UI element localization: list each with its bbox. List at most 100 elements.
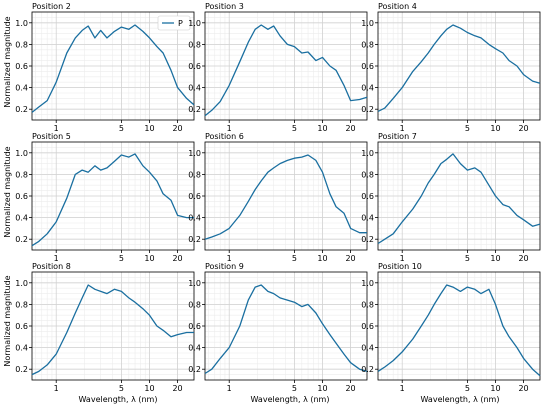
x-tick-label: 5 [465, 254, 470, 263]
y-tick-label: 1.0 [361, 19, 374, 28]
x-tick-label: 5 [465, 384, 470, 393]
y-tick-label: 1.0 [15, 19, 28, 28]
x-tick-label: 10 [144, 384, 154, 393]
y-tick-label: 0.4 [188, 84, 201, 93]
y-tick-label: 0.8 [361, 300, 374, 309]
series-line [377, 24, 541, 112]
x-tick-label: 5 [292, 254, 297, 263]
panel-title: Position 3 [205, 2, 244, 11]
x-tick-label: 5 [119, 254, 124, 263]
y-tick-label: 0.4 [15, 84, 28, 93]
panel-title: Position 10 [378, 262, 422, 271]
panel-title: Position 9 [205, 262, 244, 271]
y-axis-label-row-2: Normalized magnitude [3, 146, 12, 237]
x-tick-label: 5 [292, 384, 297, 393]
series-line [31, 24, 195, 113]
x-tick-label: 20 [172, 124, 182, 133]
x-tick-label: 20 [518, 124, 528, 133]
x-tick-label: 10 [490, 124, 500, 133]
panel: 1 5 10 20 0.2 0.4 0.6 0.8 1.0 Position 6 [188, 132, 368, 263]
x-tick-label: 1 [54, 254, 59, 263]
x-tick-label: 1 [227, 384, 232, 393]
x-axis-label-col-1: Wavelength, λ (nm) [79, 395, 158, 404]
y-tick-label: 0.2 [15, 235, 28, 244]
y-tick-label: 0.2 [15, 105, 28, 114]
panel: 1 5 10 20 0.2 0.4 0.6 0.8 1.0 Position 8 [15, 262, 195, 393]
y-tick-label: 0.4 [361, 84, 374, 93]
y-tick-label: 1.0 [188, 149, 201, 158]
panel: 1 5 10 20 0.2 0.4 0.6 0.8 1.0 Position 5 [15, 132, 195, 263]
x-tick-label: 20 [345, 124, 355, 133]
y-axis-label-row-1: Normalized magnitude [3, 16, 12, 107]
panel-title: Position 8 [32, 262, 71, 271]
x-tick-label: 20 [345, 384, 355, 393]
y-tick-label: 0.2 [361, 365, 374, 374]
y-tick-label: 0.2 [188, 365, 201, 374]
y-tick-label: 0.8 [361, 170, 374, 179]
panel-title: Position 2 [32, 2, 71, 11]
y-tick-label: 1.0 [15, 279, 28, 288]
y-tick-label: 1.0 [361, 149, 374, 158]
x-tick-label: 20 [345, 254, 355, 263]
x-tick-label: 1 [54, 124, 59, 133]
series-line [31, 153, 194, 247]
x-tick-label: 10 [144, 254, 154, 263]
series-line [377, 284, 541, 377]
y-tick-label: 0.8 [188, 300, 201, 309]
panel: 1 5 10 20 0.2 0.4 0.6 0.8 1.0 Position 10 [361, 262, 541, 393]
series-line [204, 154, 367, 240]
x-axis-label-col-2: Wavelength, λ (nm) [251, 395, 330, 404]
x-tick-label: 5 [119, 124, 124, 133]
y-tick-label: 0.4 [15, 214, 28, 223]
x-tick-label: 1 [227, 254, 232, 263]
y-tick-label: 0.6 [188, 322, 201, 331]
x-tick-label: 10 [317, 124, 327, 133]
x-tick-label: 10 [490, 254, 500, 263]
panel: 1 5 10 20 0.2 0.4 0.6 0.8 1.0 Position 3 [188, 2, 368, 133]
x-tick-label: 5 [465, 124, 470, 133]
x-tick-label: 10 [490, 384, 500, 393]
series-line [31, 284, 194, 376]
series-line [204, 284, 368, 375]
y-tick-label: 0.8 [188, 170, 201, 179]
y-tick-label: 0.6 [361, 192, 374, 201]
series-line [204, 24, 368, 117]
y-tick-label: 0.2 [188, 105, 201, 114]
x-tick-label: 1 [400, 384, 405, 393]
y-tick-label: 1.0 [188, 19, 201, 28]
legend: P [157, 15, 191, 31]
y-axis-label-row-3: Normalized magnitude [3, 275, 12, 366]
x-tick-label: 20 [518, 384, 528, 393]
y-tick-label: 0.4 [188, 214, 201, 223]
x-tick-label: 5 [119, 384, 124, 393]
y-tick-label: 0.6 [361, 322, 374, 331]
x-tick-label: 20 [172, 384, 182, 393]
x-tick-label: 10 [144, 124, 154, 133]
x-tick-label: 1 [54, 384, 59, 393]
series-line [377, 153, 541, 245]
x-tick-label: 1 [227, 124, 232, 133]
x-tick-label: 20 [172, 254, 182, 263]
y-tick-label: 1.0 [188, 279, 201, 288]
y-tick-label: 0.6 [15, 62, 28, 71]
y-tick-label: 0.6 [361, 62, 374, 71]
y-tick-label: 1.0 [361, 279, 374, 288]
panel-title: Position 4 [378, 2, 417, 11]
panel-title: Position 5 [32, 132, 71, 141]
panel-title: Position 7 [378, 132, 417, 141]
y-tick-label: 0.4 [361, 214, 374, 223]
y-tick-label: 0.4 [188, 344, 201, 353]
panel: 1 5 10 20 0.2 0.4 0.6 0.8 1.0 Position 4 [361, 2, 541, 133]
y-tick-label: 0.4 [361, 344, 374, 353]
y-tick-label: 0.6 [188, 192, 201, 201]
y-tick-label: 0.8 [15, 170, 28, 179]
y-tick-label: 0.8 [188, 40, 201, 49]
x-tick-label: 1 [400, 254, 405, 263]
y-tick-label: 0.6 [15, 322, 28, 331]
y-tick-label: 1.0 [15, 149, 28, 158]
y-tick-label: 0.6 [15, 192, 28, 201]
y-tick-label: 0.2 [361, 105, 374, 114]
y-tick-label: 0.2 [361, 235, 374, 244]
x-tick-label: 10 [317, 254, 327, 263]
panel: 1 5 10 20 0.2 0.4 0.6 0.8 1.0 Position 7 [361, 132, 541, 263]
